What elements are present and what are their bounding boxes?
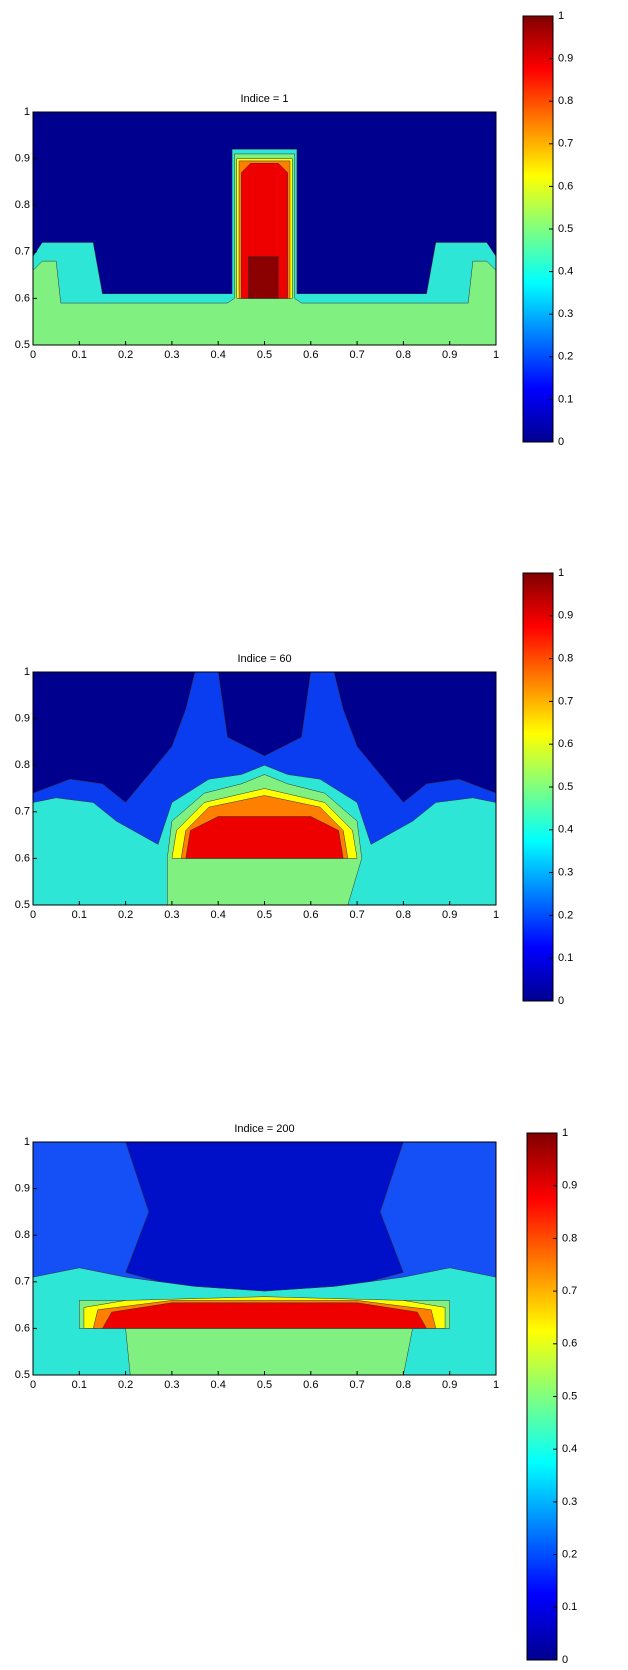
x-tick-label: 0.5	[257, 909, 272, 921]
colorbar-tick-label: 0	[562, 1654, 568, 1666]
colorbar-tick-label: 0.3	[558, 867, 573, 879]
contour-region	[248, 256, 279, 299]
chart-title: Indice = 60	[237, 653, 291, 665]
y-tick-label: 0.6	[15, 852, 30, 864]
colorbar-tick-label: 0.4	[562, 1443, 577, 1455]
colorbar-tick-label: 0	[558, 436, 564, 448]
x-tick-label: 0.9	[442, 349, 457, 361]
colorbar-tick-label: 0.5	[562, 1390, 577, 1402]
x-tick-label: 0.5	[257, 349, 272, 361]
colorbar-tick-label: 1	[558, 567, 564, 579]
colorbar-tick-label: 0.1	[562, 1601, 577, 1613]
colorbar-tick-label: 0.8	[558, 95, 573, 107]
x-tick-label: 0.4	[211, 1379, 226, 1391]
colorbar-tick-label: 0.1	[558, 393, 573, 405]
y-tick-label: 0.7	[15, 246, 30, 258]
y-tick-label: 0.7	[15, 806, 30, 818]
x-tick-label: 0.1	[72, 349, 87, 361]
colorbar-tick-label: 0.3	[562, 1496, 577, 1508]
colorbar-tick-label: 0.5	[558, 781, 573, 793]
colorbar-tick-label: 0.2	[558, 909, 573, 921]
y-tick-label: 0.6	[15, 292, 30, 304]
colorbar	[526, 1132, 558, 1661]
x-tick-label: 0.7	[349, 1379, 364, 1391]
x-tick-label: 0	[30, 349, 36, 361]
colorbar-tick-label: 0.2	[558, 351, 573, 363]
x-tick-label: 0.7	[349, 349, 364, 361]
y-tick-label: 0.8	[15, 1229, 30, 1241]
x-tick-label: 1	[493, 349, 499, 361]
colorbar-tick-label: 0.4	[558, 824, 573, 836]
y-tick-label: 0.5	[15, 1369, 30, 1381]
chart-title: Indice = 1	[240, 93, 288, 105]
colorbar-tick-label: 0.9	[558, 610, 573, 622]
colorbar-tick-label: 0.9	[562, 1180, 577, 1192]
x-tick-label: 0.7	[349, 909, 364, 921]
colorbar-tick-label: 0.2	[562, 1549, 577, 1561]
x-tick-label: 0	[30, 909, 36, 921]
x-tick-label: 0.8	[396, 349, 411, 361]
colorbar-tick-label: 0.5	[558, 223, 573, 235]
y-tick-label: 0.8	[15, 199, 30, 211]
colorbar-tick-label: 0.9	[558, 53, 573, 65]
y-tick-label: 1	[24, 106, 30, 118]
colorbar-tick-label: 0	[558, 995, 564, 1007]
panel: Indice = 1 0 0.1 0.2 0.3 0.4 0.5 0.6 0.7 0.8 0.9 1 0…	[15, 10, 574, 448]
x-tick-label: 0.9	[442, 909, 457, 921]
x-tick-label: 0.3	[164, 349, 179, 361]
x-tick-label: 0.6	[303, 909, 318, 921]
x-tick-label: 0.6	[303, 1379, 318, 1391]
x-tick-label: 0	[30, 1379, 36, 1391]
x-tick-label: 0.4	[211, 909, 226, 921]
y-tick-label: 0.5	[15, 339, 30, 351]
colorbar-tick-label: 0.1	[558, 952, 573, 964]
colorbar-tick-label: 0.3	[558, 308, 573, 320]
x-tick-label: 0.2	[118, 349, 133, 361]
contour-region	[125, 1141, 404, 1301]
contour-region	[102, 1302, 427, 1329]
contour-region	[185, 816, 344, 859]
x-tick-label: 0.2	[118, 909, 133, 921]
y-tick-label: 0.8	[15, 759, 30, 771]
colorbar-tick-label: 0.7	[558, 138, 573, 150]
x-tick-label: 0.3	[164, 909, 179, 921]
panel: Indice = 60 0 0.1 0.2 0.3 0.4 0.5 0.6 0.7 0.8 0.9 1…	[15, 567, 574, 1007]
x-tick-label: 0.6	[303, 349, 318, 361]
y-tick-label: 1	[24, 666, 30, 678]
colorbar-tick-label: 0.4	[558, 266, 573, 278]
x-tick-label: 0.1	[72, 909, 87, 921]
colorbar	[522, 15, 554, 443]
y-tick-label: 0.9	[15, 1183, 30, 1195]
colorbar-tick-label: 0.6	[558, 738, 573, 750]
x-tick-label: 1	[493, 909, 499, 921]
y-tick-label: 0.5	[15, 899, 30, 911]
y-tick-label: 1	[24, 1136, 30, 1148]
y-tick-label: 0.7	[15, 1276, 30, 1288]
y-tick-label: 0.9	[15, 713, 30, 725]
x-tick-label: 0.1	[72, 1379, 87, 1391]
colorbar-tick-label: 0.6	[562, 1338, 577, 1350]
x-tick-label: 1	[493, 1379, 499, 1391]
x-tick-label: 0.8	[396, 909, 411, 921]
colorbar-tick-label: 0.6	[558, 180, 573, 192]
colorbar-tick-label: 0.8	[562, 1232, 577, 1244]
panel: Indice = 200 0 0.1 0.2 0.3 0.4 0.5 0.6 0.7 0.8 0.9…	[15, 1123, 578, 1666]
chart-title: Indice = 200	[234, 1123, 294, 1135]
x-tick-label: 0.9	[442, 1379, 457, 1391]
y-tick-label: 0.9	[15, 153, 30, 165]
colorbar-tick-label: 0.8	[558, 653, 573, 665]
colorbar-tick-label: 0.7	[562, 1285, 577, 1297]
x-tick-label: 0.8	[396, 1379, 411, 1391]
colorbar-tick-label: 0.7	[558, 695, 573, 707]
y-tick-label: 0.6	[15, 1322, 30, 1334]
x-tick-label: 0.4	[211, 349, 226, 361]
x-tick-label: 0.2	[118, 1379, 133, 1391]
colorbar	[522, 572, 554, 1002]
x-tick-label: 0.5	[257, 1379, 272, 1391]
colorbar-tick-label: 1	[562, 1127, 568, 1139]
x-tick-label: 0.3	[164, 1379, 179, 1391]
colorbar-tick-label: 1	[558, 10, 564, 22]
